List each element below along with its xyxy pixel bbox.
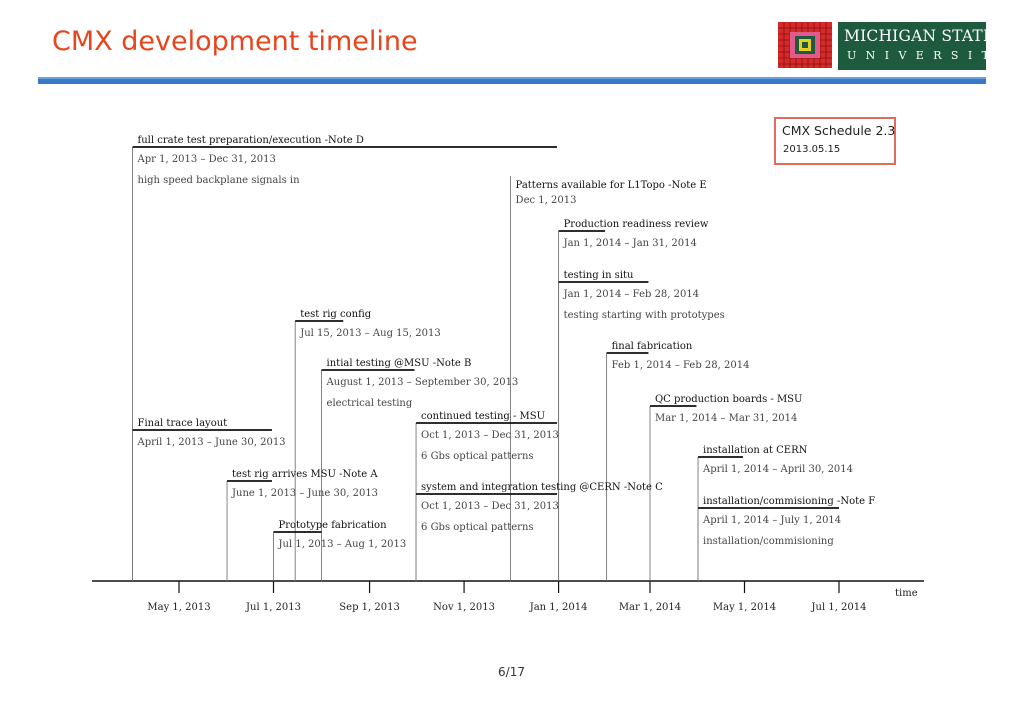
task-name: Prototype fabrication bbox=[279, 520, 388, 531]
tick-label: Nov 1, 2013 bbox=[433, 602, 495, 613]
msu-logo-wordmark: MICHIGAN STATE UNIVERSITY bbox=[838, 22, 1006, 70]
task-dates: April 1, 2013 – June 30, 2013 bbox=[137, 437, 286, 448]
task-note: electrical testing bbox=[327, 398, 413, 409]
schedule-date: 2013.05.15 bbox=[783, 144, 841, 155]
tick-label: May 1, 2013 bbox=[147, 602, 210, 613]
logo-line-1: MICHIGAN STATE bbox=[844, 27, 995, 45]
task-dates: Mar 1, 2014 – Mar 31, 2014 bbox=[655, 413, 797, 424]
logo-line-2: UNIVERSITY bbox=[847, 49, 1015, 62]
title-rule-highlight bbox=[38, 77, 986, 79]
task-name: Final trace layout bbox=[138, 418, 228, 429]
task-name: Patterns available for L1Topo -Note E bbox=[516, 180, 707, 191]
task-dates: Dec 1, 2013 bbox=[516, 195, 577, 206]
tick-label: May 1, 2014 bbox=[713, 602, 776, 613]
title-rule bbox=[38, 77, 986, 84]
task-note: 6 Gbs optical patterns bbox=[421, 451, 533, 462]
task-name: installation at CERN bbox=[703, 445, 808, 456]
task-dates: Jan 1, 2014 – Jan 31, 2014 bbox=[563, 238, 697, 249]
task-dates: August 1, 2013 – September 30, 2013 bbox=[326, 377, 519, 388]
schedule-title: CMX Schedule 2.3 bbox=[782, 123, 896, 138]
task-name: final fabrication bbox=[612, 341, 693, 352]
task-dates: June 1, 2013 – June 30, 2013 bbox=[231, 488, 378, 499]
tick-label: Jul 1, 2014 bbox=[811, 602, 867, 613]
schedule-version-box: CMX Schedule 2.3 2013.05.15 bbox=[774, 117, 896, 165]
task-name: test rig arrives MSU -Note A bbox=[232, 469, 378, 480]
task-dates: Jul 1, 2013 – Aug 1, 2013 bbox=[278, 539, 407, 550]
page-number: 6/17 bbox=[498, 665, 525, 679]
tick-label: Jul 1, 2013 bbox=[245, 602, 301, 613]
task-dates: April 1, 2014 – July 1, 2014 bbox=[702, 515, 841, 526]
task-name: continued testing - MSU bbox=[421, 411, 545, 422]
task-name: QC production boards - MSU bbox=[655, 394, 802, 405]
task-note: installation/commisioning bbox=[703, 536, 834, 547]
task-name: installation/commisioning -Note F bbox=[703, 496, 875, 507]
task-dates: Apr 1, 2013 – Dec 31, 2013 bbox=[137, 154, 276, 165]
task-name: test rig config bbox=[300, 309, 372, 320]
task-note: testing starting with prototypes bbox=[564, 310, 725, 321]
task-dates: Oct 1, 2013 – Dec 31, 2013 bbox=[421, 430, 559, 441]
msu-logo-mark bbox=[778, 22, 832, 68]
task-dates: Feb 1, 2014 – Feb 28, 2014 bbox=[612, 360, 750, 371]
tick-label: Mar 1, 2014 bbox=[619, 602, 681, 613]
task-name: system and integration testing @CERN -No… bbox=[421, 482, 663, 493]
task-note: high speed backplane signals in bbox=[138, 175, 301, 186]
task-name: full crate test preparation/execution -N… bbox=[138, 135, 364, 146]
task-dates: Jan 1, 2014 – Feb 28, 2014 bbox=[563, 289, 700, 300]
tick-label: Jan 1, 2014 bbox=[529, 602, 588, 613]
task-name: testing in situ bbox=[564, 270, 634, 281]
slide-title: CMX development timeline bbox=[52, 26, 418, 57]
task-name: intial testing @MSU -Note B bbox=[327, 358, 472, 369]
task-note: 6 Gbs optical patterns bbox=[421, 522, 533, 533]
task-dates: Jul 15, 2013 – Aug 15, 2013 bbox=[299, 328, 441, 339]
task-dates: Oct 1, 2013 – Dec 31, 2013 bbox=[421, 501, 559, 512]
tick-label: Sep 1, 2013 bbox=[339, 602, 400, 613]
task-dates: April 1, 2014 – April 30, 2014 bbox=[702, 464, 853, 475]
task-name: Production readiness review bbox=[564, 219, 709, 230]
axis-label-time: time bbox=[895, 588, 918, 599]
